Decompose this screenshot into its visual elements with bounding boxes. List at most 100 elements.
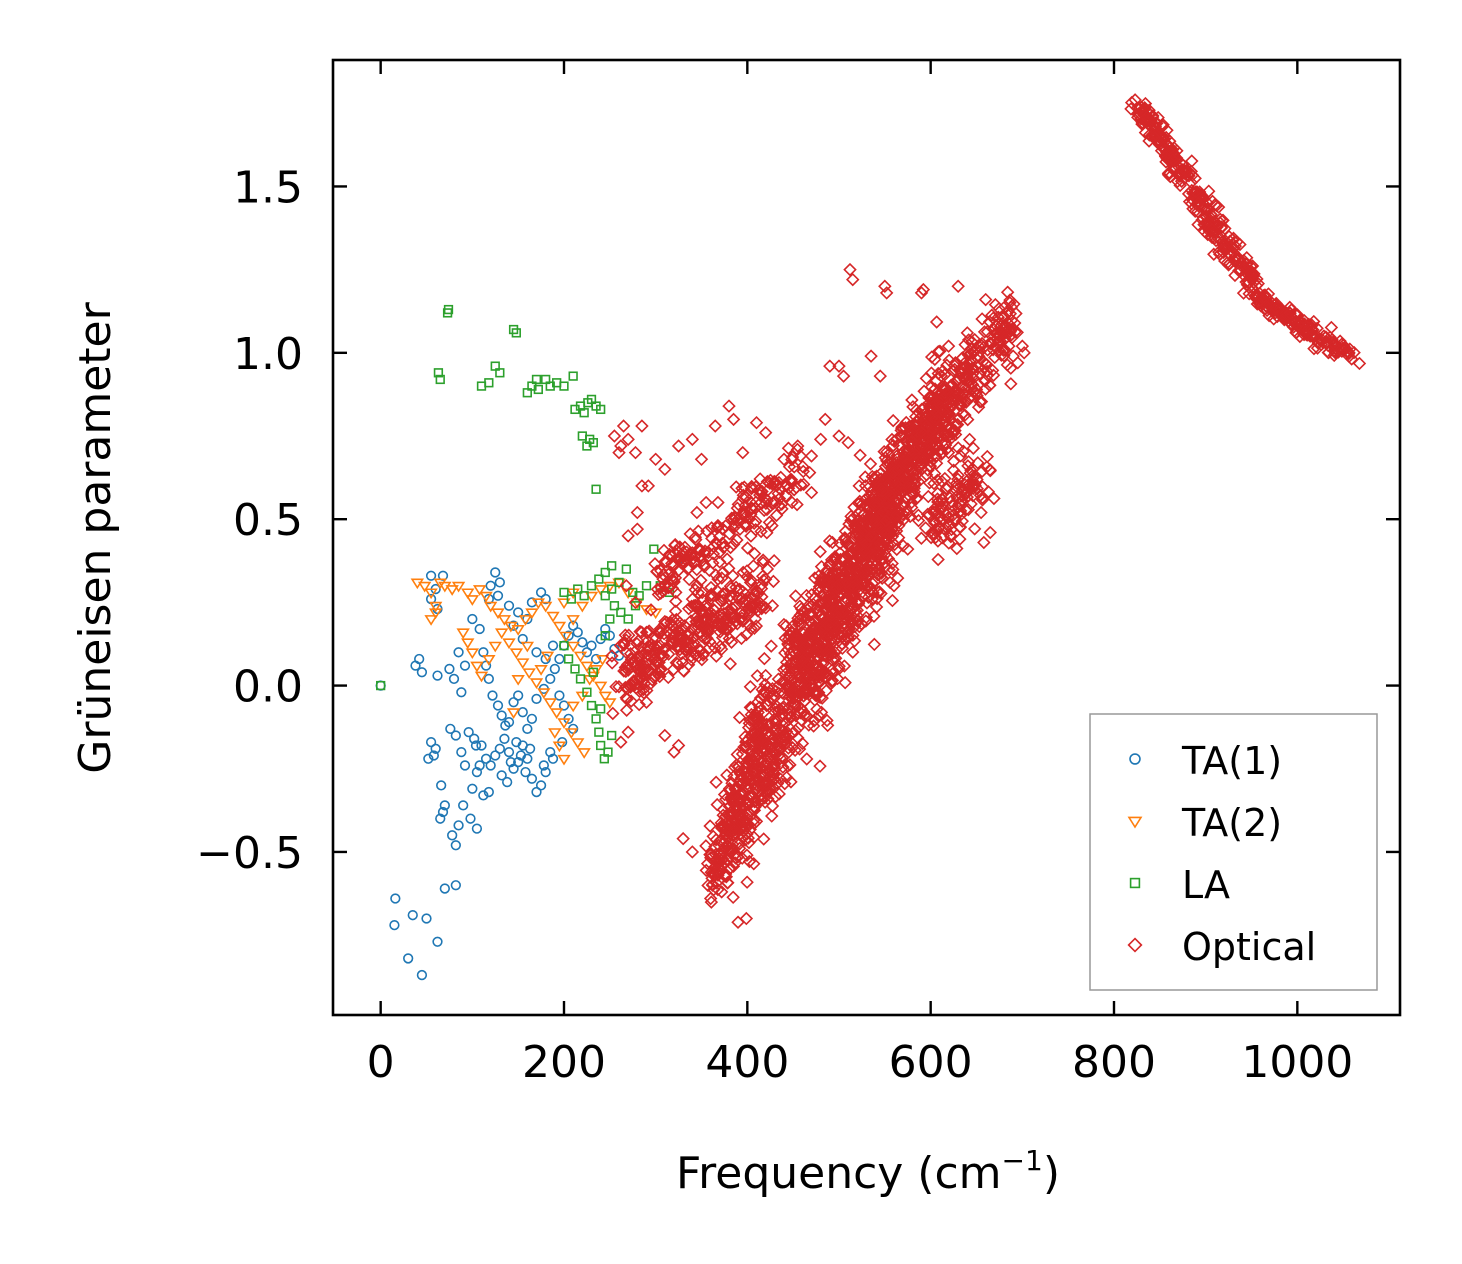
data-point (885, 522, 899, 537)
data-point (747, 546, 762, 561)
data-point (922, 445, 937, 459)
data-point (772, 748, 786, 762)
data-point (948, 417, 963, 432)
data-point (897, 450, 912, 464)
data-point (669, 656, 684, 670)
data-point (921, 489, 936, 504)
data-point (566, 594, 576, 604)
data-point (632, 684, 647, 699)
legend-box (1089, 713, 1378, 991)
data-point (463, 727, 474, 738)
data-point (739, 911, 754, 926)
data-point (458, 800, 469, 811)
data-point (709, 649, 724, 663)
data-point (907, 485, 921, 499)
data-point (971, 456, 985, 470)
data-point (621, 432, 635, 447)
data-point (658, 728, 672, 743)
data-point (931, 506, 945, 521)
data-point (554, 690, 565, 701)
data-point (977, 535, 991, 550)
data-point (617, 638, 631, 652)
data-point (1293, 314, 1308, 328)
data-point (981, 485, 996, 499)
data-point (880, 445, 894, 459)
data-point (704, 591, 718, 606)
data-point (816, 586, 831, 601)
data-point (607, 584, 617, 594)
data-point (728, 516, 742, 531)
data-point (998, 332, 1012, 346)
data-point (799, 611, 814, 626)
data-point (939, 403, 953, 418)
data-point (888, 493, 903, 507)
data-point (852, 496, 866, 511)
data-point (629, 681, 643, 695)
data-point (658, 614, 672, 629)
data-point (961, 333, 976, 347)
data-point (474, 623, 485, 635)
data-point (432, 936, 443, 947)
data-point (596, 740, 606, 751)
data-point (648, 452, 663, 467)
data-point (390, 893, 401, 904)
data-point (568, 371, 578, 381)
data-point (600, 631, 610, 641)
data-point (732, 710, 747, 725)
data-point (793, 599, 807, 613)
data-point (752, 727, 766, 742)
data-point (934, 369, 948, 383)
data-point (880, 526, 894, 541)
data-point (579, 408, 589, 418)
data-point (491, 608, 505, 620)
data-point (1188, 204, 1202, 219)
data-point (864, 514, 879, 528)
data-point (818, 412, 832, 427)
data-point (740, 875, 754, 889)
data-point (832, 429, 846, 443)
data-point (503, 600, 515, 611)
data-point (469, 733, 480, 744)
data-point (983, 525, 997, 540)
data-point (794, 478, 808, 492)
data-point (868, 472, 883, 487)
plot-frame (331, 58, 1402, 1017)
data-point (708, 419, 722, 433)
data-point (923, 459, 938, 473)
data-point (783, 665, 798, 680)
data-point (614, 577, 624, 588)
data-point (1301, 323, 1315, 337)
data-point (870, 591, 884, 606)
data-point (645, 673, 660, 687)
data-point (499, 733, 510, 744)
data-point (621, 663, 636, 677)
data-point (563, 654, 574, 664)
data-point (631, 634, 645, 648)
data-point (1200, 202, 1215, 216)
data-point (943, 491, 957, 505)
data-point (1227, 241, 1241, 255)
data-point (811, 668, 826, 682)
data-point (719, 821, 734, 835)
data-point (864, 349, 878, 363)
data-point (844, 539, 859, 553)
data-point (1291, 317, 1306, 332)
data-point (540, 653, 551, 665)
data-point (813, 759, 827, 773)
data-point (793, 608, 807, 622)
data-point (971, 360, 985, 375)
data-point (444, 663, 455, 675)
data-point (950, 417, 965, 432)
data-point (801, 655, 816, 670)
data-point (949, 375, 964, 389)
data-point (922, 508, 937, 522)
data-point (596, 404, 606, 415)
data-point (729, 802, 743, 817)
data-point (714, 859, 729, 873)
data-point (788, 647, 802, 661)
data-point (916, 408, 930, 423)
data-point (880, 508, 894, 522)
data-point (914, 531, 929, 545)
data-point (727, 510, 742, 524)
data-point (492, 700, 504, 711)
